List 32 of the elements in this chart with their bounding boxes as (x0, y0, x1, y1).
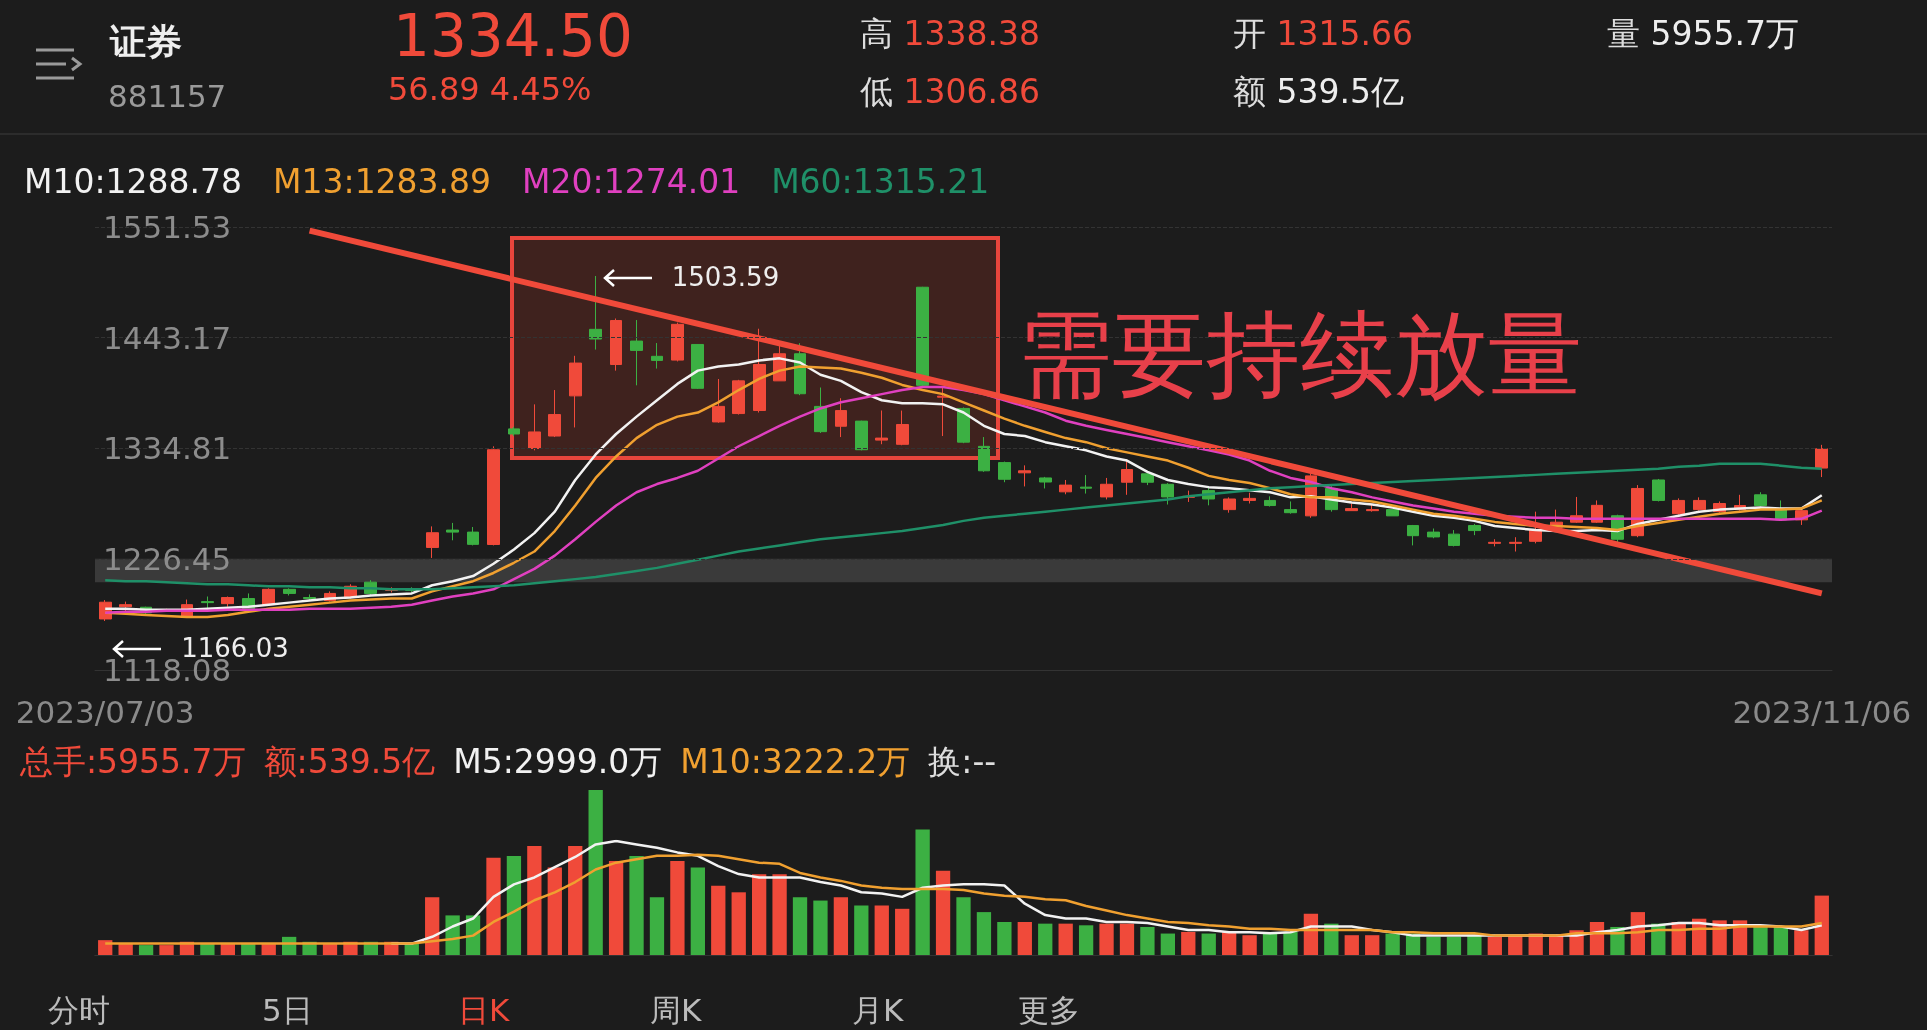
chart-subtitle: 881157 (108, 78, 227, 114)
text: 开 1315.66 (1233, 14, 1413, 53)
text: 周K (650, 991, 702, 1030)
text: 量 5955.7万 (1607, 14, 1799, 53)
x-tick-label: 2023/11/06 (1732, 693, 1912, 730)
text: 分时 (48, 991, 110, 1030)
text: M5:2999.0万 (453, 742, 663, 781)
text: M10:1288.78 (24, 162, 243, 201)
chart-title: 证券 (110, 20, 182, 64)
text: M60:1315.21 (771, 162, 990, 201)
text: M20:1274.01 (522, 162, 741, 201)
text: 额:539.5亿 (263, 742, 436, 781)
text: 低 1306.86 (860, 72, 1040, 111)
text: 更多 (1018, 991, 1080, 1030)
text: 高 1338.38 (860, 14, 1040, 53)
text: M13:1283.89 (273, 162, 492, 201)
text: 1334.50 (393, 2, 633, 70)
y-tick-label: 1226.45 (103, 541, 232, 578)
text: 额 539.5亿 (1233, 72, 1404, 111)
annotation: 1503.59 (671, 261, 780, 292)
text: 总手:5955.7万 (20, 742, 246, 781)
y-tick-label: 1551.53 (103, 209, 232, 245)
text: 换:-- (928, 742, 997, 781)
text: 5日 (262, 991, 313, 1030)
text: 56.89 4.45% (388, 70, 592, 108)
y-tick-label: 1334.81 (103, 430, 232, 467)
text: 日K (458, 991, 510, 1030)
annotation: 需要持续放量 (1018, 299, 1582, 411)
x-tick-label: 2023/07/03 (15, 693, 195, 730)
text: 月K (852, 991, 904, 1030)
y-tick-label: 1443.17 (103, 319, 232, 356)
text: M10:3222.2万 (680, 742, 911, 781)
